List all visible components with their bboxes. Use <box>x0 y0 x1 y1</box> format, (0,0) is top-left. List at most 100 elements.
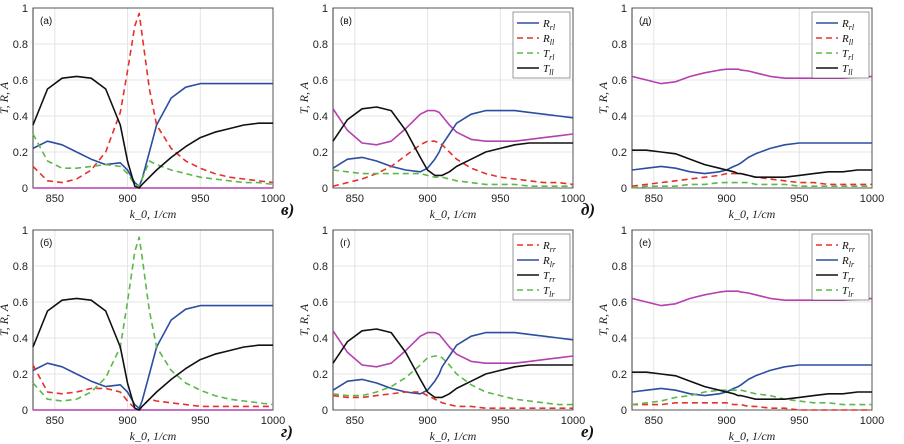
series-t-rl <box>32 133 274 187</box>
y-tick-label: 0.6 <box>313 297 328 309</box>
y-tick-label: 0 <box>621 183 627 195</box>
x-tick-label: 900 <box>118 415 136 427</box>
x-tick-label: 1000 <box>561 193 585 205</box>
y-tick-label: 1 <box>322 225 328 237</box>
y-tick-label: 0.2 <box>612 369 627 381</box>
series-t-rr <box>332 328 573 399</box>
axes-frame <box>332 229 574 411</box>
y-axis-label: T, R, A <box>596 81 610 114</box>
legend-entry: Rrl <box>841 18 855 32</box>
x-axis-label: k_0, 1/cm <box>430 207 477 221</box>
y-tick-label: 1 <box>322 3 328 15</box>
x-tick-label: 1000 <box>561 415 585 427</box>
y-tick-label: 0.6 <box>13 297 28 309</box>
y-tick-label: 0.6 <box>313 75 328 87</box>
y-tick-label: 0.4 <box>313 333 328 345</box>
series-t-lr <box>631 389 872 406</box>
x-tick-label: 850 <box>346 193 364 205</box>
x-tick-label: 1000 <box>261 415 285 427</box>
panel-v: 850 900 950 1000 0 0.2 0.4 0.6 0.8 1 (в) k_0, 1/cm T… <box>297 3 595 221</box>
y-axis-label: T, R, A <box>297 81 311 114</box>
legend-entry: Rrr <box>841 240 856 254</box>
series-r-lr <box>332 331 574 395</box>
x-axis-label: k_0, 1/cm <box>729 207 776 221</box>
y-tick-label: 0 <box>322 183 328 195</box>
panel-tag: (г) <box>340 238 350 249</box>
series-t-ll <box>332 106 573 177</box>
legend-entry: Tlr <box>543 285 555 299</box>
panel-tag: (е) <box>639 238 651 249</box>
series-t-ll <box>632 149 872 178</box>
series-t-rr <box>632 371 872 400</box>
panel-e: 850 900 950 1000 0 0.2 0.4 0.6 0.8 1 (е) k_0, 1/cm T… <box>596 225 884 443</box>
y-tick-label: 0.8 <box>13 39 28 51</box>
panel-corner-label: е) <box>581 422 594 441</box>
legend-entry: Rll <box>841 33 854 47</box>
y-tick-label: 1 <box>22 225 28 237</box>
y-tick-label: 0.6 <box>13 75 28 87</box>
x-tick-label: 1000 <box>860 415 884 427</box>
x-tick-label: 850 <box>645 415 663 427</box>
series-a <box>332 330 574 368</box>
panel-a: 850 900 950 1000 0 0.2 0.4 0.6 0.8 1 (а) k_0, 1/cm T… <box>0 3 294 221</box>
panel-tag: (д) <box>639 16 652 27</box>
y-tick-label: 0.8 <box>313 261 328 273</box>
y-tick-label: 0.4 <box>612 333 627 345</box>
x-tick-label: 900 <box>717 415 735 427</box>
y-tick-label: 0.8 <box>612 261 627 273</box>
series-r-rl <box>631 142 872 175</box>
panel-d: 850 900 950 1000 0 0.2 0.4 0.6 0.8 1 (д) k_0, 1/cm T… <box>596 3 884 221</box>
y-axis-label: T, R, A <box>0 81 11 114</box>
x-tick-label: 950 <box>790 415 808 427</box>
y-tick-label: 0.8 <box>313 39 328 51</box>
y-tick-label: 0.2 <box>313 147 328 159</box>
x-tick-label: 850 <box>46 193 64 205</box>
axes-frame <box>631 7 873 189</box>
y-tick-label: 0.2 <box>13 369 28 381</box>
axes-frame <box>332 7 574 189</box>
legend-entry: Rll <box>542 33 555 47</box>
legend-entry: Trl <box>543 48 555 62</box>
x-tick-label: 900 <box>118 193 136 205</box>
series-t-ll <box>32 75 273 189</box>
x-axis-label: k_0, 1/cm <box>430 429 477 443</box>
x-tick-label: 950 <box>790 193 808 205</box>
panel-g: 850 900 950 1000 0 0.2 0.4 0.6 0.8 1 (г) k_0, 1/cm T… <box>297 225 594 443</box>
x-tick-label: 900 <box>418 193 436 205</box>
y-tick-label: 0.6 <box>612 75 627 87</box>
series-r-rr <box>332 391 573 409</box>
plot-area <box>32 7 274 189</box>
x-tick-label: 850 <box>645 193 663 205</box>
y-tick-label: 0 <box>22 405 28 417</box>
y-axis-label: T, R, A <box>0 303 11 336</box>
y-tick-label: 0.4 <box>13 111 28 123</box>
x-tick-label: 900 <box>717 193 735 205</box>
y-tick-label: 0.4 <box>313 111 328 123</box>
x-tick-label: 950 <box>491 193 509 205</box>
series-a <box>332 108 574 146</box>
x-tick-label: 900 <box>418 415 436 427</box>
y-tick-label: 1 <box>22 3 28 15</box>
series-r-ll <box>32 12 274 184</box>
x-tick-label: 1000 <box>261 193 285 205</box>
y-tick-label: 0 <box>322 405 328 417</box>
x-axis-label: k_0, 1/cm <box>130 429 177 443</box>
series-r-lr <box>631 364 872 397</box>
y-tick-label: 1 <box>621 3 627 15</box>
series-t-rl <box>332 169 573 187</box>
legend-entry: Rlr <box>841 255 855 269</box>
y-tick-label: 0.8 <box>612 39 627 51</box>
series-r-rr <box>632 402 872 411</box>
y-axis-label: T, R, A <box>297 303 311 336</box>
panel-corner-label: д) <box>581 200 595 219</box>
panel-tag: (б) <box>40 237 52 249</box>
y-tick-label: 1 <box>621 225 627 237</box>
axes-frame <box>631 229 873 411</box>
y-tick-label: 0.2 <box>13 147 28 159</box>
x-tick-label: 950 <box>191 415 209 427</box>
y-tick-label: 0.4 <box>612 111 627 123</box>
plot-area <box>32 229 274 411</box>
legend-entry: Rrl <box>542 18 556 32</box>
legend-entry: Trl <box>842 48 854 62</box>
legend-entry: Tll <box>842 63 853 77</box>
